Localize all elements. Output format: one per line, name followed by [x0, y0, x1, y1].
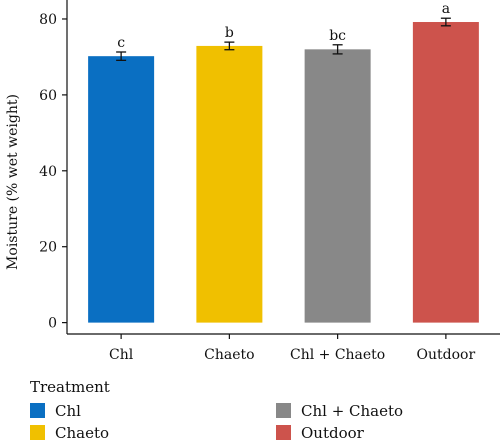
y-axis-title: Moisture (% wet weight): [5, 94, 21, 270]
y-tick-label: 80: [39, 12, 57, 28]
x-tick-label: Chl + Chaeto: [290, 347, 385, 363]
axes-layer: 0 20 40 60 80 Chl Chaeto Chl + Chaeto Outdoor: [39, 0, 500, 363]
legend-label: Outdoor: [301, 424, 365, 442]
bars-layer: [88, 17, 479, 323]
labels-layer: c b bc a: [117, 1, 450, 51]
legend-swatch: [276, 403, 291, 418]
bar: [412, 22, 479, 323]
significance-label: bc: [329, 28, 346, 44]
y-tick-label: 60: [39, 88, 57, 104]
significance-label: b: [225, 25, 234, 41]
significance-label: a: [442, 1, 450, 17]
bar: [304, 49, 371, 323]
legend-title: Treatment: [30, 378, 110, 396]
legend-swatch: [276, 425, 291, 440]
x-tick-label: Chaeto: [204, 347, 254, 363]
x-tick-label: Outdoor: [417, 347, 476, 363]
y-tick-label: 20: [39, 240, 57, 256]
legend-label: Chl: [55, 402, 81, 420]
y-tick-label: 40: [39, 164, 57, 180]
legend: Treatment Chl Chaeto Chl + Chaeto Outdoor: [30, 378, 403, 442]
legend-label: Chaeto: [55, 424, 109, 442]
legend-label: Chl + Chaeto: [301, 402, 403, 420]
x-tick-label: Chl: [109, 347, 134, 363]
bar: [88, 56, 155, 323]
significance-label: c: [117, 35, 125, 51]
y-tick-label: 0: [48, 316, 57, 332]
legend-swatch: [30, 403, 45, 418]
legend-swatch: [30, 425, 45, 440]
bar: [196, 45, 263, 323]
